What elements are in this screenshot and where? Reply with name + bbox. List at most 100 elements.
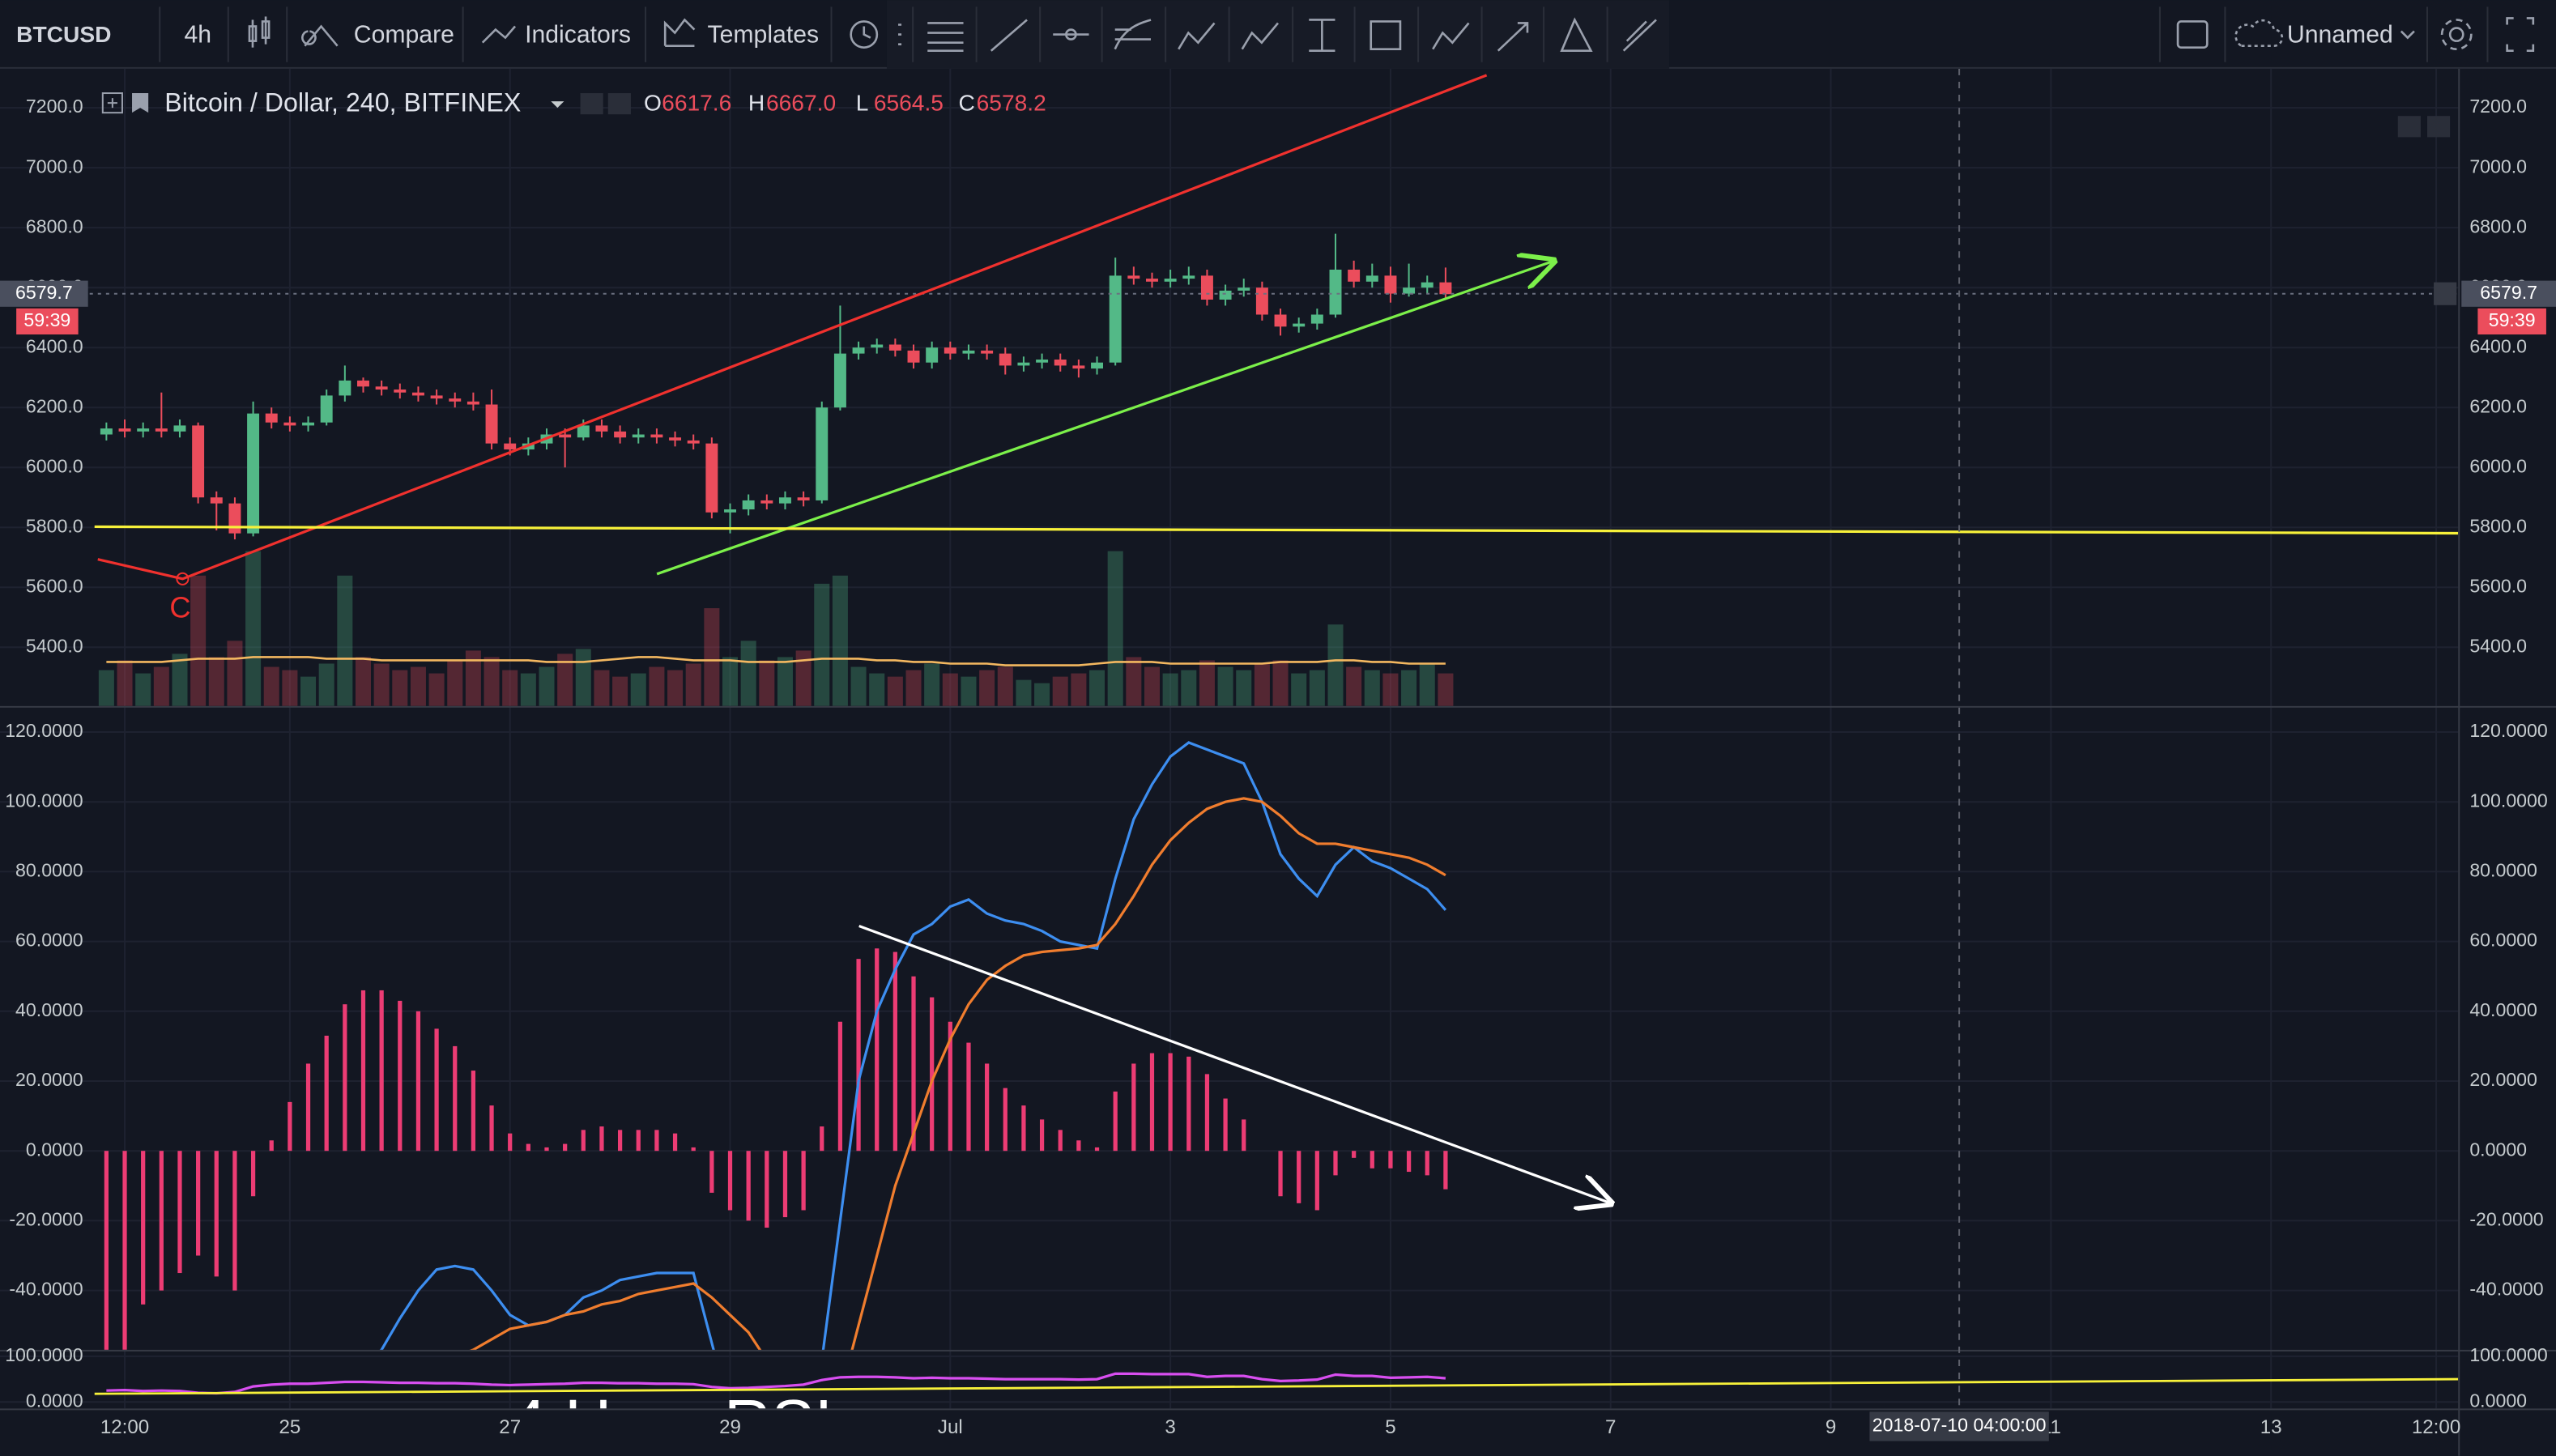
histogram-bar — [636, 1130, 641, 1152]
candle-body — [357, 380, 369, 387]
volume-bar — [1217, 666, 1233, 706]
histogram-bar — [1297, 1151, 1301, 1203]
cloud-icon[interactable] — [2234, 19, 2284, 47]
candle-body — [687, 440, 700, 444]
candle-body — [1017, 362, 1030, 366]
compare-icon[interactable] — [301, 24, 339, 47]
title-caret[interactable] — [551, 101, 564, 109]
candle-body — [1310, 314, 1323, 324]
rsi-line[interactable] — [94, 1377, 2459, 1395]
anchor-point[interactable] — [176, 572, 190, 585]
legend: Bitcoin / Dollar, 240, BITFINEX O 6617.6 H… — [101, 88, 2451, 138]
candle-body — [632, 434, 645, 438]
volume-bar — [667, 670, 684, 706]
volume-bar — [539, 666, 555, 706]
time-axis-bg — [0, 1408, 2556, 1456]
x-tick-label: 12:00 — [100, 1416, 149, 1438]
layout-name[interactable]: Unnamed — [2287, 22, 2393, 49]
series-title: Bitcoin / Dollar, 240, BITFINEX — [164, 88, 521, 117]
histogram-bar — [892, 952, 897, 1152]
candle-body — [375, 386, 388, 390]
candle-body — [559, 434, 572, 438]
candle-body — [411, 392, 424, 396]
fullscreen-icon[interactable] — [2506, 17, 2535, 53]
candle-body — [852, 347, 865, 354]
ohlc-value: 6667.0 — [766, 90, 836, 116]
support-line[interactable] — [94, 525, 2459, 535]
y-tick-label: 60.0000 — [15, 930, 83, 951]
histogram-bar — [379, 990, 384, 1152]
toolbar-button[interactable]: Compare — [354, 22, 454, 49]
histogram-bar — [709, 1151, 714, 1193]
histogram-bar — [104, 1151, 109, 1350]
histogram-bar — [1149, 1053, 1155, 1152]
volume-bar — [428, 673, 445, 706]
histogram-bar — [948, 1021, 952, 1152]
interval[interactable]: 4h — [184, 22, 211, 49]
toolbar: BTCUSD 4h Compare Indicators Templates U… — [0, 0, 2556, 69]
volume-bar — [1199, 660, 1215, 706]
histogram-bar — [820, 1126, 824, 1152]
symbol[interactable]: BTCUSD — [16, 21, 111, 47]
histogram-bar — [305, 1063, 311, 1152]
pane-button[interactable] — [2397, 116, 2421, 138]
candle-body — [724, 509, 736, 513]
divergence-arrow[interactable] — [858, 925, 1611, 1203]
trend-arrow[interactable] — [656, 261, 1553, 576]
volume-bar — [869, 673, 885, 706]
candle-body — [155, 428, 168, 432]
trend-channel[interactable] — [97, 74, 1488, 581]
candle-body — [1274, 314, 1287, 327]
candle-body — [1219, 290, 1232, 300]
volume-bar — [410, 666, 426, 706]
histogram-bar — [398, 1000, 403, 1152]
volume-bar — [373, 663, 390, 706]
volume-bar — [795, 650, 812, 706]
volume-bar — [979, 670, 995, 706]
candle-body — [100, 428, 113, 435]
candle-body — [816, 407, 829, 500]
legend-icon[interactable] — [580, 93, 603, 115]
histogram-bar — [966, 1042, 971, 1152]
volume-bar — [1052, 676, 1068, 706]
histogram-bar — [1039, 1119, 1045, 1152]
indicator-line — [379, 741, 1447, 1350]
candle-body — [449, 398, 462, 402]
volume-bar — [1089, 670, 1105, 706]
y-tick-label: 5800.0 — [26, 515, 83, 536]
y-tick-label: -20.0000 — [9, 1209, 83, 1230]
volume-bar — [208, 657, 224, 706]
y-tick-label: 0.0000 — [26, 1139, 83, 1160]
alert-icon[interactable] — [850, 20, 879, 49]
volume-bar — [942, 673, 958, 706]
countdown: 59:39 — [23, 309, 70, 330]
candle-body — [1164, 279, 1177, 282]
y-tick-label: 6400.0 — [26, 335, 83, 356]
legend-icon[interactable] — [607, 93, 631, 115]
indicators-icon[interactable] — [481, 25, 517, 44]
x-tick-label: 9 — [1825, 1416, 1836, 1438]
candle-body — [1365, 275, 1378, 282]
volume-bar — [282, 670, 298, 706]
histogram-bar — [1223, 1098, 1228, 1152]
candle-body — [595, 425, 608, 432]
toolbar-button[interactable]: Templates — [708, 22, 820, 49]
candle-body — [192, 425, 205, 498]
y-tick-label: 6000.0 — [2469, 455, 2527, 476]
drawing-tools[interactable] — [898, 17, 1657, 53]
settings-icon[interactable] — [2440, 19, 2473, 50]
pane-button[interactable] — [2426, 116, 2451, 138]
crosshair-box — [1869, 1411, 2049, 1441]
chart-style-icon[interactable] — [248, 16, 271, 48]
toolbar-button[interactable]: Indicators — [525, 22, 631, 49]
histogram-bar — [617, 1130, 623, 1152]
volume-bar — [887, 676, 903, 706]
dropdown-caret[interactable] — [2400, 30, 2415, 40]
histogram-bar — [415, 1011, 421, 1152]
layout-icon[interactable] — [2176, 20, 2209, 49]
legend-toggle[interactable] — [101, 92, 123, 114]
histogram-bar — [288, 1101, 292, 1152]
x-tick-label: 27 — [499, 1416, 521, 1438]
templates-icon[interactable] — [663, 18, 696, 47]
